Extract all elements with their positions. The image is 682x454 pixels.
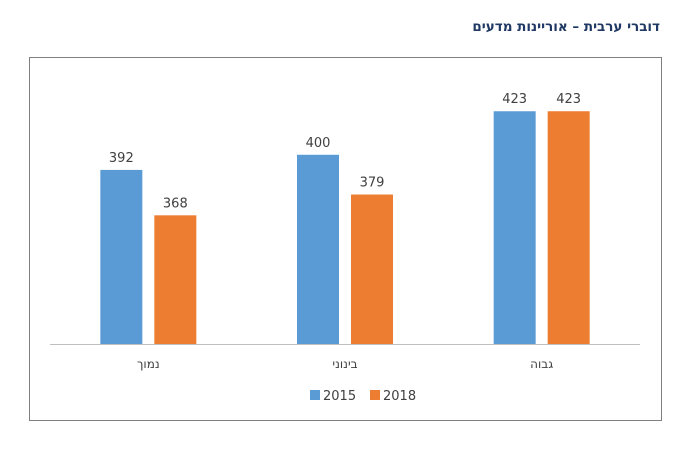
data-label-2018-1: 379 [360,176,385,191]
bar-2018-1 [351,194,393,344]
data-label-2015-1: 400 [306,136,331,151]
chart-title: דוברי ערבית – אוריינות מדעים [472,19,660,35]
bar-2018-0 [154,215,197,344]
data-label-2015-0: 392 [109,151,134,166]
bar-2015-0 [100,169,143,344]
category-label-2: גבוה [530,357,553,371]
bar-2018-2 [547,111,590,344]
category-label-1: בינוני [332,357,357,371]
category-label-0: נמוך [137,357,160,371]
legend-label-2018: 2018 [383,389,416,404]
data-label-2018-0: 368 [163,196,188,211]
data-label-2015-2: 423 [502,92,527,107]
legend-label-2015: 2015 [323,389,356,404]
bar-2015-1 [297,154,339,344]
data-label-2018-2: 423 [556,92,581,107]
legend-swatch-2018 [370,390,380,400]
legend-swatch-2015 [310,390,320,400]
bar-2015-2 [493,111,536,344]
